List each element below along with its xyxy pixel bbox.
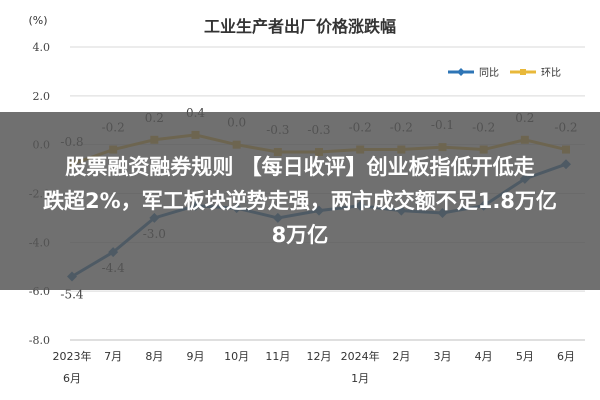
x-tick-label: 3月: [434, 350, 452, 363]
data-label: -5.4: [60, 288, 84, 302]
x-tick-label: 7月: [104, 350, 122, 363]
y-tick-label: 2.0: [33, 90, 51, 103]
headline-banner[interactable]: 股票融资融券规则 【每日收评】创业板指低开低走 跌超2%，军工板块逆势走强，两市…: [0, 112, 600, 290]
x-tick-label: 10月: [224, 350, 249, 363]
chart-title: 工业生产者出厂价格涨跌幅: [204, 17, 396, 36]
y-tick-label: 4.0: [33, 41, 51, 54]
x-tick-label: 2月: [392, 350, 410, 363]
x-tick-label: 11月: [265, 350, 290, 363]
headline-text: 股票融资融券规则 【每日收评】创业板指低开低走 跌超2%，军工板块逆势走强，两市…: [43, 155, 557, 247]
x-tick-label: 2024年 1月: [341, 349, 380, 385]
legend-marker: [520, 69, 526, 75]
x-tick-label: 5月: [516, 350, 534, 363]
legend-marker: [457, 68, 465, 76]
x-tick-label: 8月: [145, 350, 163, 363]
x-tick-label: 2023年 6月: [53, 349, 92, 385]
x-tick-label: 12月: [307, 350, 332, 363]
y-tick-label: -8.0: [29, 334, 50, 347]
x-tick-label: 4月: [475, 350, 493, 363]
legend-label: 环比: [541, 67, 561, 79]
x-tick-label: 6月: [557, 350, 575, 363]
legend-label: 同比: [479, 67, 499, 79]
x-tick-label: 9月: [187, 350, 205, 363]
y-axis-label: (%): [28, 14, 47, 27]
